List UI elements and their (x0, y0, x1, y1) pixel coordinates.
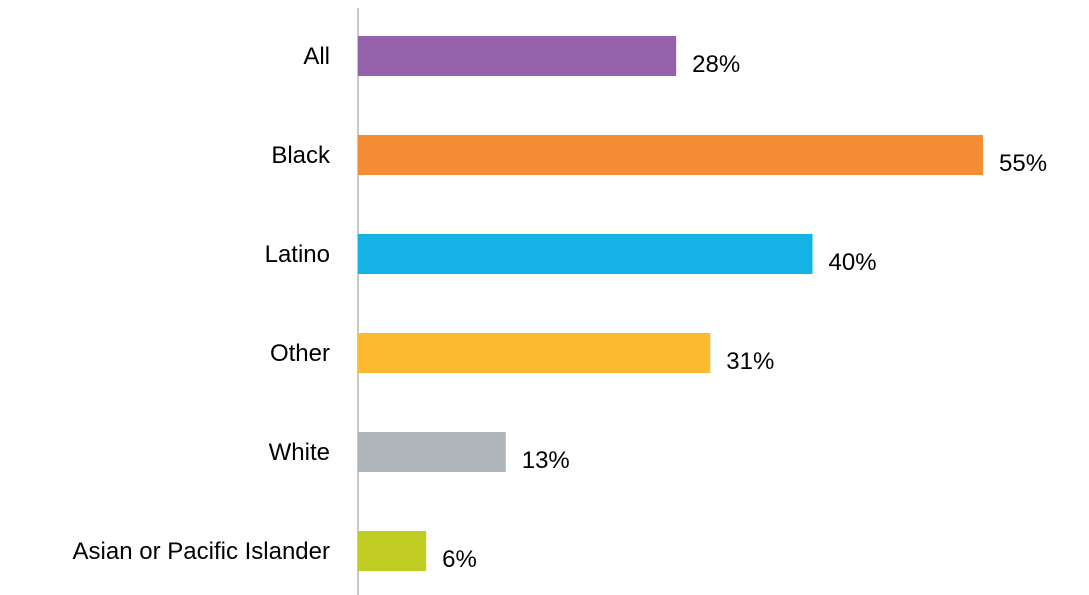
category-label: White (269, 439, 330, 466)
category-label: Latino (265, 241, 330, 268)
bar-other (358, 333, 711, 373)
bar-white (358, 432, 506, 472)
category-label: Black (271, 142, 331, 169)
labels-group: All 28% Black 55% Latino 40% Other 31% White 13% A… (73, 43, 1048, 573)
value-label: 13% (522, 447, 570, 474)
value-label: 40% (829, 249, 877, 276)
value-label: 6% (442, 546, 477, 573)
value-label: 31% (726, 348, 774, 375)
bar-all (358, 36, 677, 76)
category-label: Other (270, 340, 330, 367)
value-label: 55% (999, 150, 1047, 177)
bar-latino (358, 234, 813, 274)
category-label: Asian or Pacific Islander (73, 538, 330, 565)
bars-group (358, 36, 983, 571)
bar-black (358, 135, 983, 175)
value-label: 28% (692, 51, 740, 78)
category-label: All (303, 43, 330, 70)
bar-asian-or-pacific-islander (358, 531, 427, 571)
